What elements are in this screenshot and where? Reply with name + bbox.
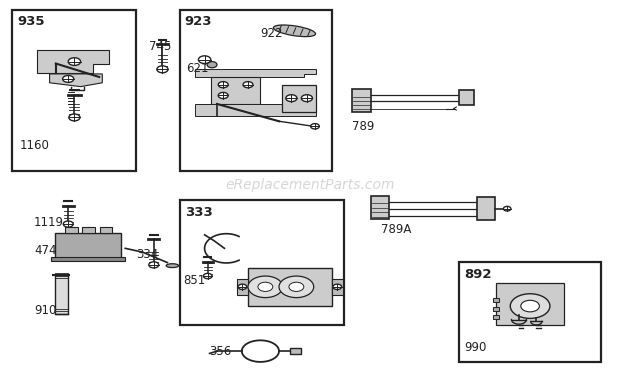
Circle shape: [218, 82, 228, 88]
Bar: [332, 279, 343, 295]
Circle shape: [198, 56, 211, 64]
Circle shape: [68, 58, 81, 65]
Circle shape: [258, 282, 273, 291]
Text: 935: 935: [17, 15, 45, 28]
Text: 745: 745: [149, 40, 171, 54]
Circle shape: [149, 262, 159, 268]
Text: 892: 892: [464, 268, 491, 281]
Circle shape: [63, 75, 74, 82]
Circle shape: [207, 62, 217, 68]
Circle shape: [301, 95, 312, 102]
Bar: [282, 85, 316, 112]
Bar: [459, 90, 474, 105]
Text: 851: 851: [183, 274, 205, 287]
Bar: [493, 315, 499, 319]
Circle shape: [279, 276, 314, 298]
Text: eReplacementParts.com: eReplacementParts.com: [225, 178, 395, 192]
Bar: [459, 262, 601, 362]
Circle shape: [311, 124, 319, 129]
Circle shape: [157, 66, 168, 73]
Bar: [493, 298, 499, 302]
Circle shape: [238, 284, 247, 290]
Bar: [51, 257, 125, 261]
Polygon shape: [55, 233, 121, 258]
Text: 334: 334: [136, 248, 159, 261]
Text: 474: 474: [34, 244, 56, 258]
Text: 1160: 1160: [20, 139, 50, 152]
Text: 1119: 1119: [34, 216, 64, 229]
Circle shape: [243, 82, 253, 88]
Circle shape: [218, 92, 228, 99]
Text: 910: 910: [34, 304, 56, 317]
Polygon shape: [37, 50, 108, 73]
Text: 789A: 789A: [381, 223, 412, 236]
Circle shape: [69, 114, 80, 121]
Text: 333: 333: [185, 206, 213, 219]
Polygon shape: [211, 77, 260, 104]
Text: 356: 356: [210, 345, 232, 358]
Circle shape: [521, 300, 539, 312]
Bar: [180, 10, 332, 171]
Circle shape: [289, 282, 304, 291]
Text: 621: 621: [186, 62, 208, 75]
Bar: [12, 10, 136, 171]
Bar: [65, 227, 78, 233]
Bar: [496, 283, 564, 325]
Bar: [100, 227, 112, 233]
Ellipse shape: [273, 25, 316, 37]
Ellipse shape: [166, 264, 179, 268]
Bar: [82, 227, 95, 233]
Bar: [290, 348, 301, 354]
Circle shape: [286, 95, 297, 102]
Text: 923: 923: [185, 15, 212, 28]
Bar: [248, 268, 332, 306]
Circle shape: [203, 273, 212, 279]
Bar: [477, 197, 495, 220]
Circle shape: [503, 206, 511, 211]
Circle shape: [248, 276, 283, 298]
Circle shape: [510, 294, 550, 318]
Polygon shape: [195, 69, 316, 77]
Bar: [237, 279, 248, 295]
Text: 789: 789: [352, 120, 374, 133]
Bar: [180, 200, 344, 325]
Text: 922: 922: [260, 27, 283, 40]
Circle shape: [63, 221, 73, 227]
Bar: [55, 275, 68, 314]
Bar: [371, 196, 389, 219]
Bar: [352, 89, 371, 112]
Polygon shape: [50, 74, 102, 87]
Circle shape: [333, 284, 342, 290]
Bar: [493, 307, 499, 311]
Text: 990: 990: [464, 341, 486, 354]
Polygon shape: [195, 104, 316, 115]
